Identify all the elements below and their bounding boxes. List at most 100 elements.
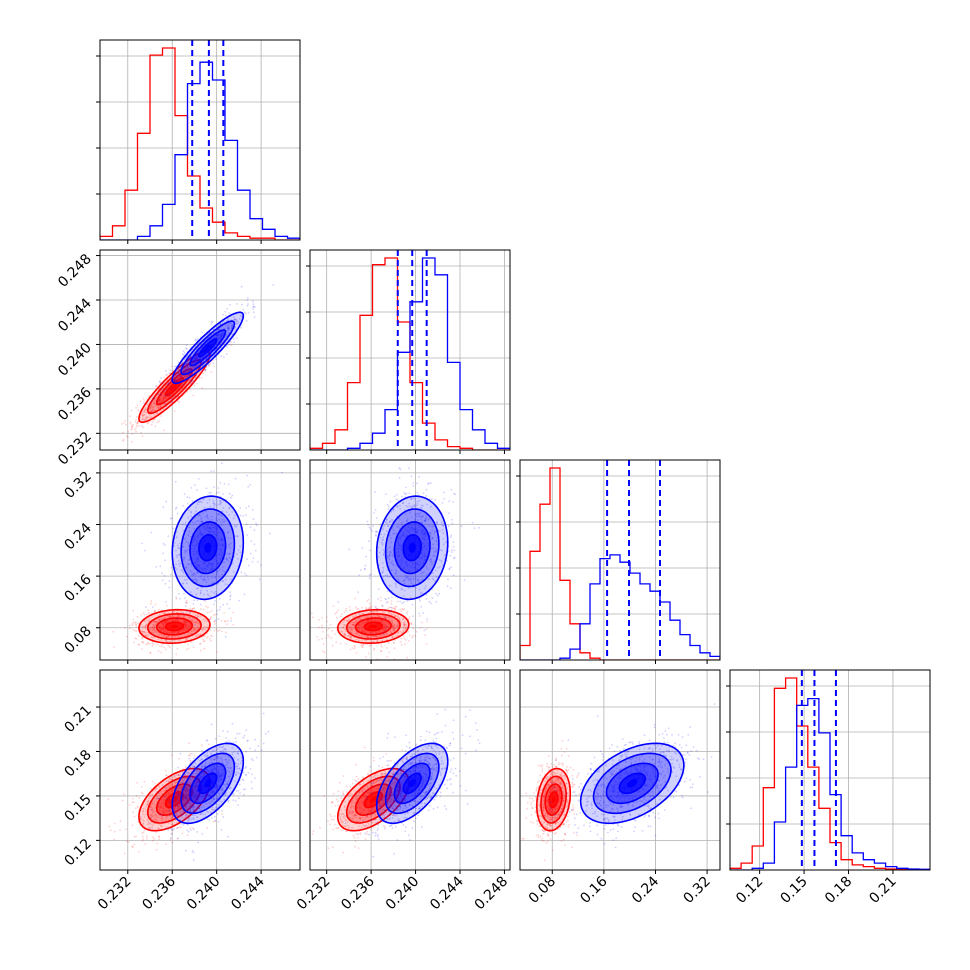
sample-point-run-a (223, 612, 226, 614)
sample-point-run-b (337, 601, 340, 603)
sample-point-run-a (167, 631, 170, 634)
sample-point-run-a (213, 623, 216, 625)
sample-point-run-a (189, 611, 192, 614)
sample-point-run-a (140, 648, 143, 650)
sample-point-run-a (369, 618, 372, 621)
sample-point-run-b (416, 492, 419, 494)
sample-point-run-a (383, 611, 386, 614)
sample-point-run-a (357, 608, 360, 610)
sample-point-run-a (349, 636, 352, 639)
sample-point-run-b (422, 612, 424, 614)
sample-point-run-b (228, 343, 231, 346)
sample-point-run-b (213, 603, 215, 606)
sample-point-run-a (392, 626, 394, 628)
sample-point-run-a (327, 634, 329, 637)
sample-point-run-a (148, 417, 151, 419)
sample-point-run-b (448, 512, 450, 514)
sample-point-run-b (190, 565, 193, 568)
sample-point-run-a (193, 357, 196, 359)
sample-point-run-a (189, 607, 192, 610)
sample-point-run-b (206, 526, 209, 529)
sample-point-run-a (376, 632, 379, 634)
sample-point-run-a (156, 643, 159, 646)
sample-point-run-b (220, 553, 223, 556)
sample-point-run-b (214, 577, 217, 580)
contour-run-a (146, 613, 202, 640)
sample-point-run-a (132, 801, 135, 804)
sample-point-run-b (215, 358, 217, 361)
sample-point-run-a (209, 629, 212, 632)
sample-point-run-a (223, 620, 226, 623)
sample-point-run-b (233, 318, 236, 321)
sample-point-run-a (144, 407, 147, 409)
sample-point-run-b (218, 552, 221, 555)
contour-run-b (198, 338, 218, 358)
sample-point-run-b (192, 521, 194, 524)
sample-point-run-b (212, 565, 214, 568)
sample-point-run-a (112, 630, 115, 633)
sample-point-run-b (194, 357, 197, 360)
sample-point-run-b (429, 482, 432, 485)
sample-point-run-a (127, 841, 130, 843)
sample-point-run-a (141, 637, 143, 639)
sample-point-run-a (388, 651, 391, 654)
sample-point-run-b (399, 600, 402, 603)
sample-point-run-a (203, 620, 206, 623)
sample-point-run-a (193, 618, 195, 620)
sample-point-run-b (219, 338, 222, 340)
sample-point-run-b (209, 596, 212, 598)
sample-point-run-a (352, 621, 354, 624)
sample-point-run-a (372, 618, 374, 621)
sample-point-run-a (385, 632, 388, 635)
sample-point-run-a (374, 619, 377, 622)
sample-point-run-b (426, 618, 429, 620)
sample-point-run-a (198, 377, 201, 379)
sample-point-run-b (384, 574, 387, 577)
sample-point-run-b (418, 475, 420, 478)
sample-point-run-b (152, 397, 155, 399)
sample-point-run-b (190, 382, 193, 385)
sample-point-run-a (404, 643, 407, 646)
sample-point-run-a (365, 643, 367, 646)
sample-point-run-a (139, 400, 142, 403)
sample-point-run-a (129, 627, 131, 630)
sample-point-run-a (172, 632, 175, 634)
sample-point-run-b (198, 514, 201, 516)
sample-point-run-a (183, 620, 185, 623)
sample-point-run-b (176, 373, 179, 376)
sample-point-run-b (228, 507, 231, 509)
sample-point-run-b (218, 513, 221, 516)
sample-point-run-b (191, 541, 194, 544)
sample-point-run-a (397, 616, 400, 619)
sample-point-run-b (209, 527, 212, 529)
sample-point-run-a (354, 618, 357, 621)
sample-point-run-a (141, 840, 144, 842)
sample-point-run-b (217, 543, 219, 546)
sample-point-run-a (113, 822, 116, 825)
contour-run-b (189, 521, 227, 575)
sample-point-run-b (376, 607, 379, 610)
sample-point-run-a (206, 611, 209, 614)
sample-point-run-b (216, 563, 219, 565)
sample-point-run-b (220, 537, 223, 540)
sample-point-run-b (185, 356, 187, 359)
sample-point-run-b (406, 519, 408, 522)
histogram-run-a (310, 257, 510, 450)
panel-frame (99, 459, 301, 661)
sample-point-run-a (380, 620, 383, 623)
sample-point-run-b (434, 569, 437, 572)
sample-point-run-b (203, 593, 205, 596)
sample-point-run-b (192, 574, 195, 576)
sample-point-run-b (361, 547, 364, 549)
sample-point-run-a (200, 633, 203, 636)
sample-point-run-b (185, 355, 188, 358)
sample-point-run-b (150, 400, 153, 403)
sample-point-run-a (159, 645, 161, 647)
sample-point-run-b (213, 336, 216, 339)
sample-point-run-b (415, 562, 417, 565)
sample-point-run-b (195, 510, 197, 513)
sample-point-run-b (193, 359, 196, 362)
sample-point-run-a (199, 615, 202, 617)
sample-point-run-a (230, 341, 233, 343)
sample-point-run-a (177, 614, 180, 617)
